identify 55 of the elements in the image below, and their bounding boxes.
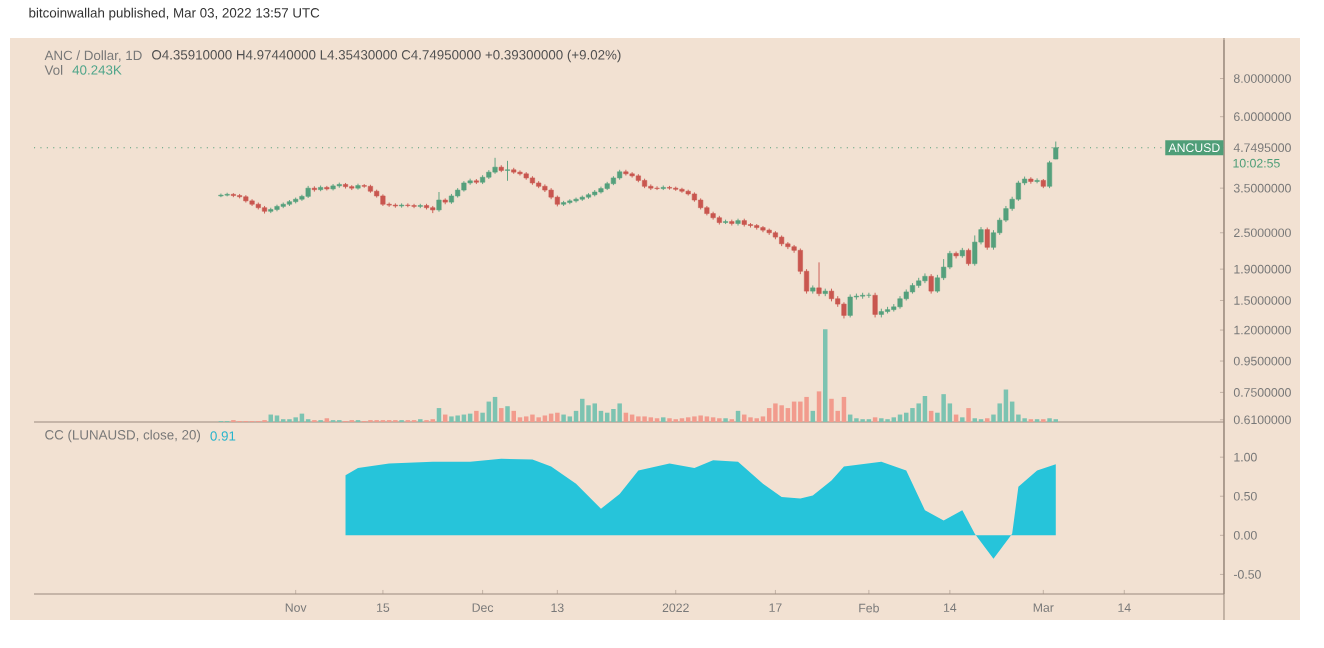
bar <box>922 396 928 422</box>
bar <box>704 416 710 422</box>
candlestick <box>847 293 853 318</box>
bar <box>561 414 566 422</box>
bar <box>449 416 454 422</box>
bar <box>823 329 828 422</box>
bar <box>455 415 460 422</box>
candlestick <box>505 160 511 182</box>
bar <box>530 414 535 422</box>
candlestick <box>1028 176 1034 185</box>
bar <box>916 403 921 422</box>
bar <box>586 405 591 422</box>
candlestick <box>928 273 934 295</box>
candlestick <box>1047 160 1053 189</box>
bar <box>760 416 766 422</box>
bar <box>742 414 747 422</box>
candlestick <box>984 227 990 251</box>
candlestick <box>436 191 442 213</box>
candlestick <box>623 169 629 176</box>
candlestick <box>517 169 523 176</box>
bar <box>567 416 573 422</box>
bar <box>611 408 616 422</box>
bar <box>698 415 703 422</box>
bar <box>636 416 641 422</box>
bar <box>274 415 280 422</box>
candlestick <box>972 234 978 267</box>
candlestick <box>922 272 928 284</box>
bar <box>816 391 822 422</box>
bar <box>773 403 778 422</box>
bar <box>436 408 442 422</box>
bar <box>555 412 560 422</box>
bar <box>580 398 585 422</box>
bar <box>592 403 597 422</box>
bar <box>523 416 529 422</box>
candlestick <box>654 185 660 191</box>
bar <box>474 410 479 422</box>
bar <box>798 401 803 422</box>
bar <box>542 415 548 422</box>
bar <box>499 408 504 422</box>
candlestick <box>386 202 392 208</box>
candlestick <box>492 157 498 175</box>
bar <box>692 416 697 422</box>
bar <box>505 406 510 422</box>
bar <box>966 408 971 422</box>
bar <box>910 408 915 422</box>
bar <box>941 394 946 422</box>
bar <box>642 416 647 422</box>
bar <box>785 408 791 422</box>
candlestick <box>816 261 822 297</box>
candlestick <box>411 203 417 209</box>
bar <box>804 396 809 422</box>
bar <box>779 405 784 422</box>
bar <box>617 403 622 422</box>
candlestick <box>872 292 878 318</box>
bar <box>829 398 834 422</box>
